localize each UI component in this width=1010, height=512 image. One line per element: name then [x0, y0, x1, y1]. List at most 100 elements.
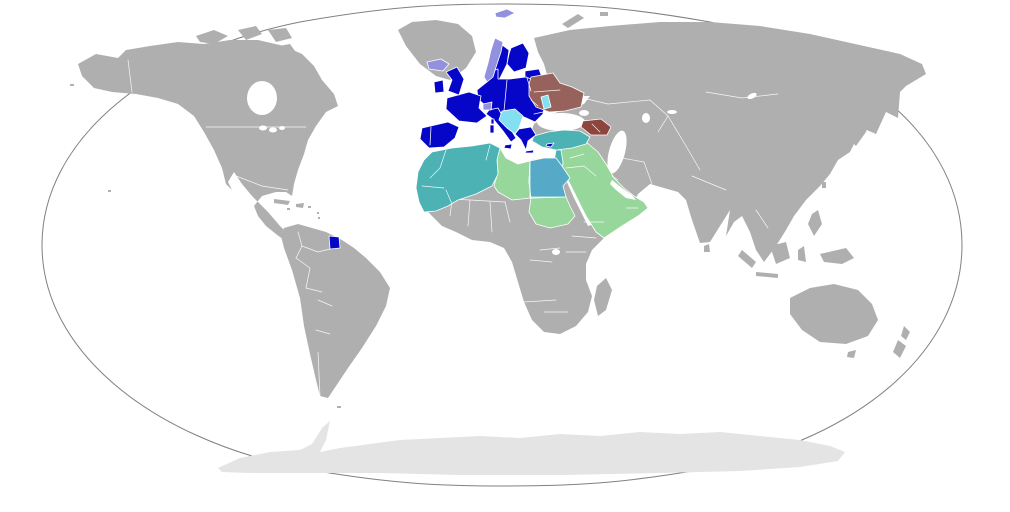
eurasia-mainland: [530, 22, 926, 262]
continent-australia-oceania: [790, 284, 910, 358]
jamaica: [287, 208, 290, 210]
sulawesi: [798, 246, 806, 262]
new-zealand-south: [893, 340, 906, 358]
moldova: [540, 94, 552, 110]
alaska-border: [127, 59, 133, 93]
hudson-bay: [247, 81, 277, 115]
arab-border-1: [569, 153, 585, 159]
france: [445, 91, 488, 124]
ireland: [433, 79, 445, 94]
corsica: [490, 118, 495, 125]
continent-south-america: [281, 224, 390, 408]
south-america-mainland: [281, 224, 390, 398]
inland-seas: [537, 110, 650, 174]
taiwan: [822, 182, 826, 188]
lake-victoria: [552, 249, 560, 255]
lake-baikal: [747, 92, 757, 100]
continent-north-america: [70, 20, 476, 240]
fine-borders: [429, 77, 567, 199]
aral-sea: [642, 113, 650, 123]
greece: [514, 126, 537, 151]
region-group-arab-green: [493, 141, 649, 239]
united-kingdom: [445, 66, 465, 96]
africa-border-6: [565, 235, 597, 253]
arctic-island-1: [196, 30, 228, 44]
sa-border-5: [315, 329, 331, 335]
arab-border-4: [611, 175, 619, 181]
iceland: [426, 58, 450, 72]
sa-border-2: [301, 245, 335, 253]
cuba: [274, 199, 290, 205]
africa-border-2: [467, 199, 493, 233]
lesser-antilles-2: [318, 217, 320, 219]
falklands: [337, 406, 341, 408]
caspian-sea: [607, 130, 627, 174]
hainan: [797, 201, 801, 204]
arctic-island-2: [238, 26, 262, 40]
greenland: [398, 20, 476, 80]
arab-border-3: [583, 207, 639, 223]
great-lake-2: [269, 127, 277, 133]
switzerland: [482, 101, 493, 111]
new-guinea: [820, 248, 854, 264]
portugal-spain-border: [429, 126, 432, 146]
norway: [483, 37, 504, 83]
baffin-island: [268, 44, 300, 68]
tasmania: [847, 350, 856, 358]
finland: [506, 42, 530, 73]
australia: [790, 284, 878, 344]
med-border-3: [485, 144, 491, 161]
sri-lanka: [704, 244, 710, 252]
western-balkans: [498, 108, 524, 135]
continent-antarctica: [218, 421, 845, 475]
cyprus: [545, 142, 555, 148]
svalbard: [494, 8, 516, 19]
lesser-antilles-1: [317, 212, 319, 214]
sa-border-6: [317, 351, 321, 397]
lake-balkhash: [667, 110, 677, 114]
sardinia: [489, 124, 495, 134]
arctic-island-3: [268, 28, 292, 42]
japan: [850, 110, 870, 146]
asia-border-5: [621, 157, 653, 185]
great-lake-3: [279, 126, 285, 130]
africa-border-4: [529, 247, 561, 263]
us-mexico-border: [235, 175, 289, 191]
region-group-efta-periwinkle: [426, 8, 516, 111]
asia-border-1: [565, 93, 669, 133]
sakhalin: [850, 88, 858, 112]
maghreb-mauritania: [415, 142, 501, 213]
romania-bulgaria-border: [533, 111, 544, 115]
asia-border-3: [667, 115, 701, 171]
africa-border-5: [523, 299, 569, 313]
asia-border-4: [691, 175, 727, 191]
java: [756, 272, 778, 278]
continent-asia: [530, 12, 926, 278]
italy: [485, 107, 517, 143]
borneo: [770, 242, 790, 264]
germany-poland-border: [503, 79, 508, 112]
caucasus-trio: [580, 118, 612, 136]
sa-border-3: [295, 257, 311, 289]
belarus-ukraine-border: [533, 89, 561, 93]
aleutians: [70, 84, 74, 86]
hungary-romania-border: [530, 99, 539, 107]
madagascar: [594, 278, 612, 316]
sudan: [528, 196, 576, 229]
asia-border-2: [705, 91, 779, 99]
novaya-zemlya: [562, 14, 584, 28]
sumatra: [738, 250, 756, 268]
sicily: [503, 143, 513, 150]
arab-border-2: [565, 165, 597, 177]
french-guiana: [328, 235, 341, 250]
persian-gulf: [610, 180, 636, 200]
hispaniola: [296, 203, 304, 208]
black-sea: [537, 113, 585, 131]
philippines: [808, 210, 822, 236]
region-group-candidate-cyan: [498, 94, 552, 135]
hawaii: [108, 190, 111, 192]
poland-lithuania-border: [526, 77, 532, 92]
sa-border-4: [305, 287, 333, 307]
